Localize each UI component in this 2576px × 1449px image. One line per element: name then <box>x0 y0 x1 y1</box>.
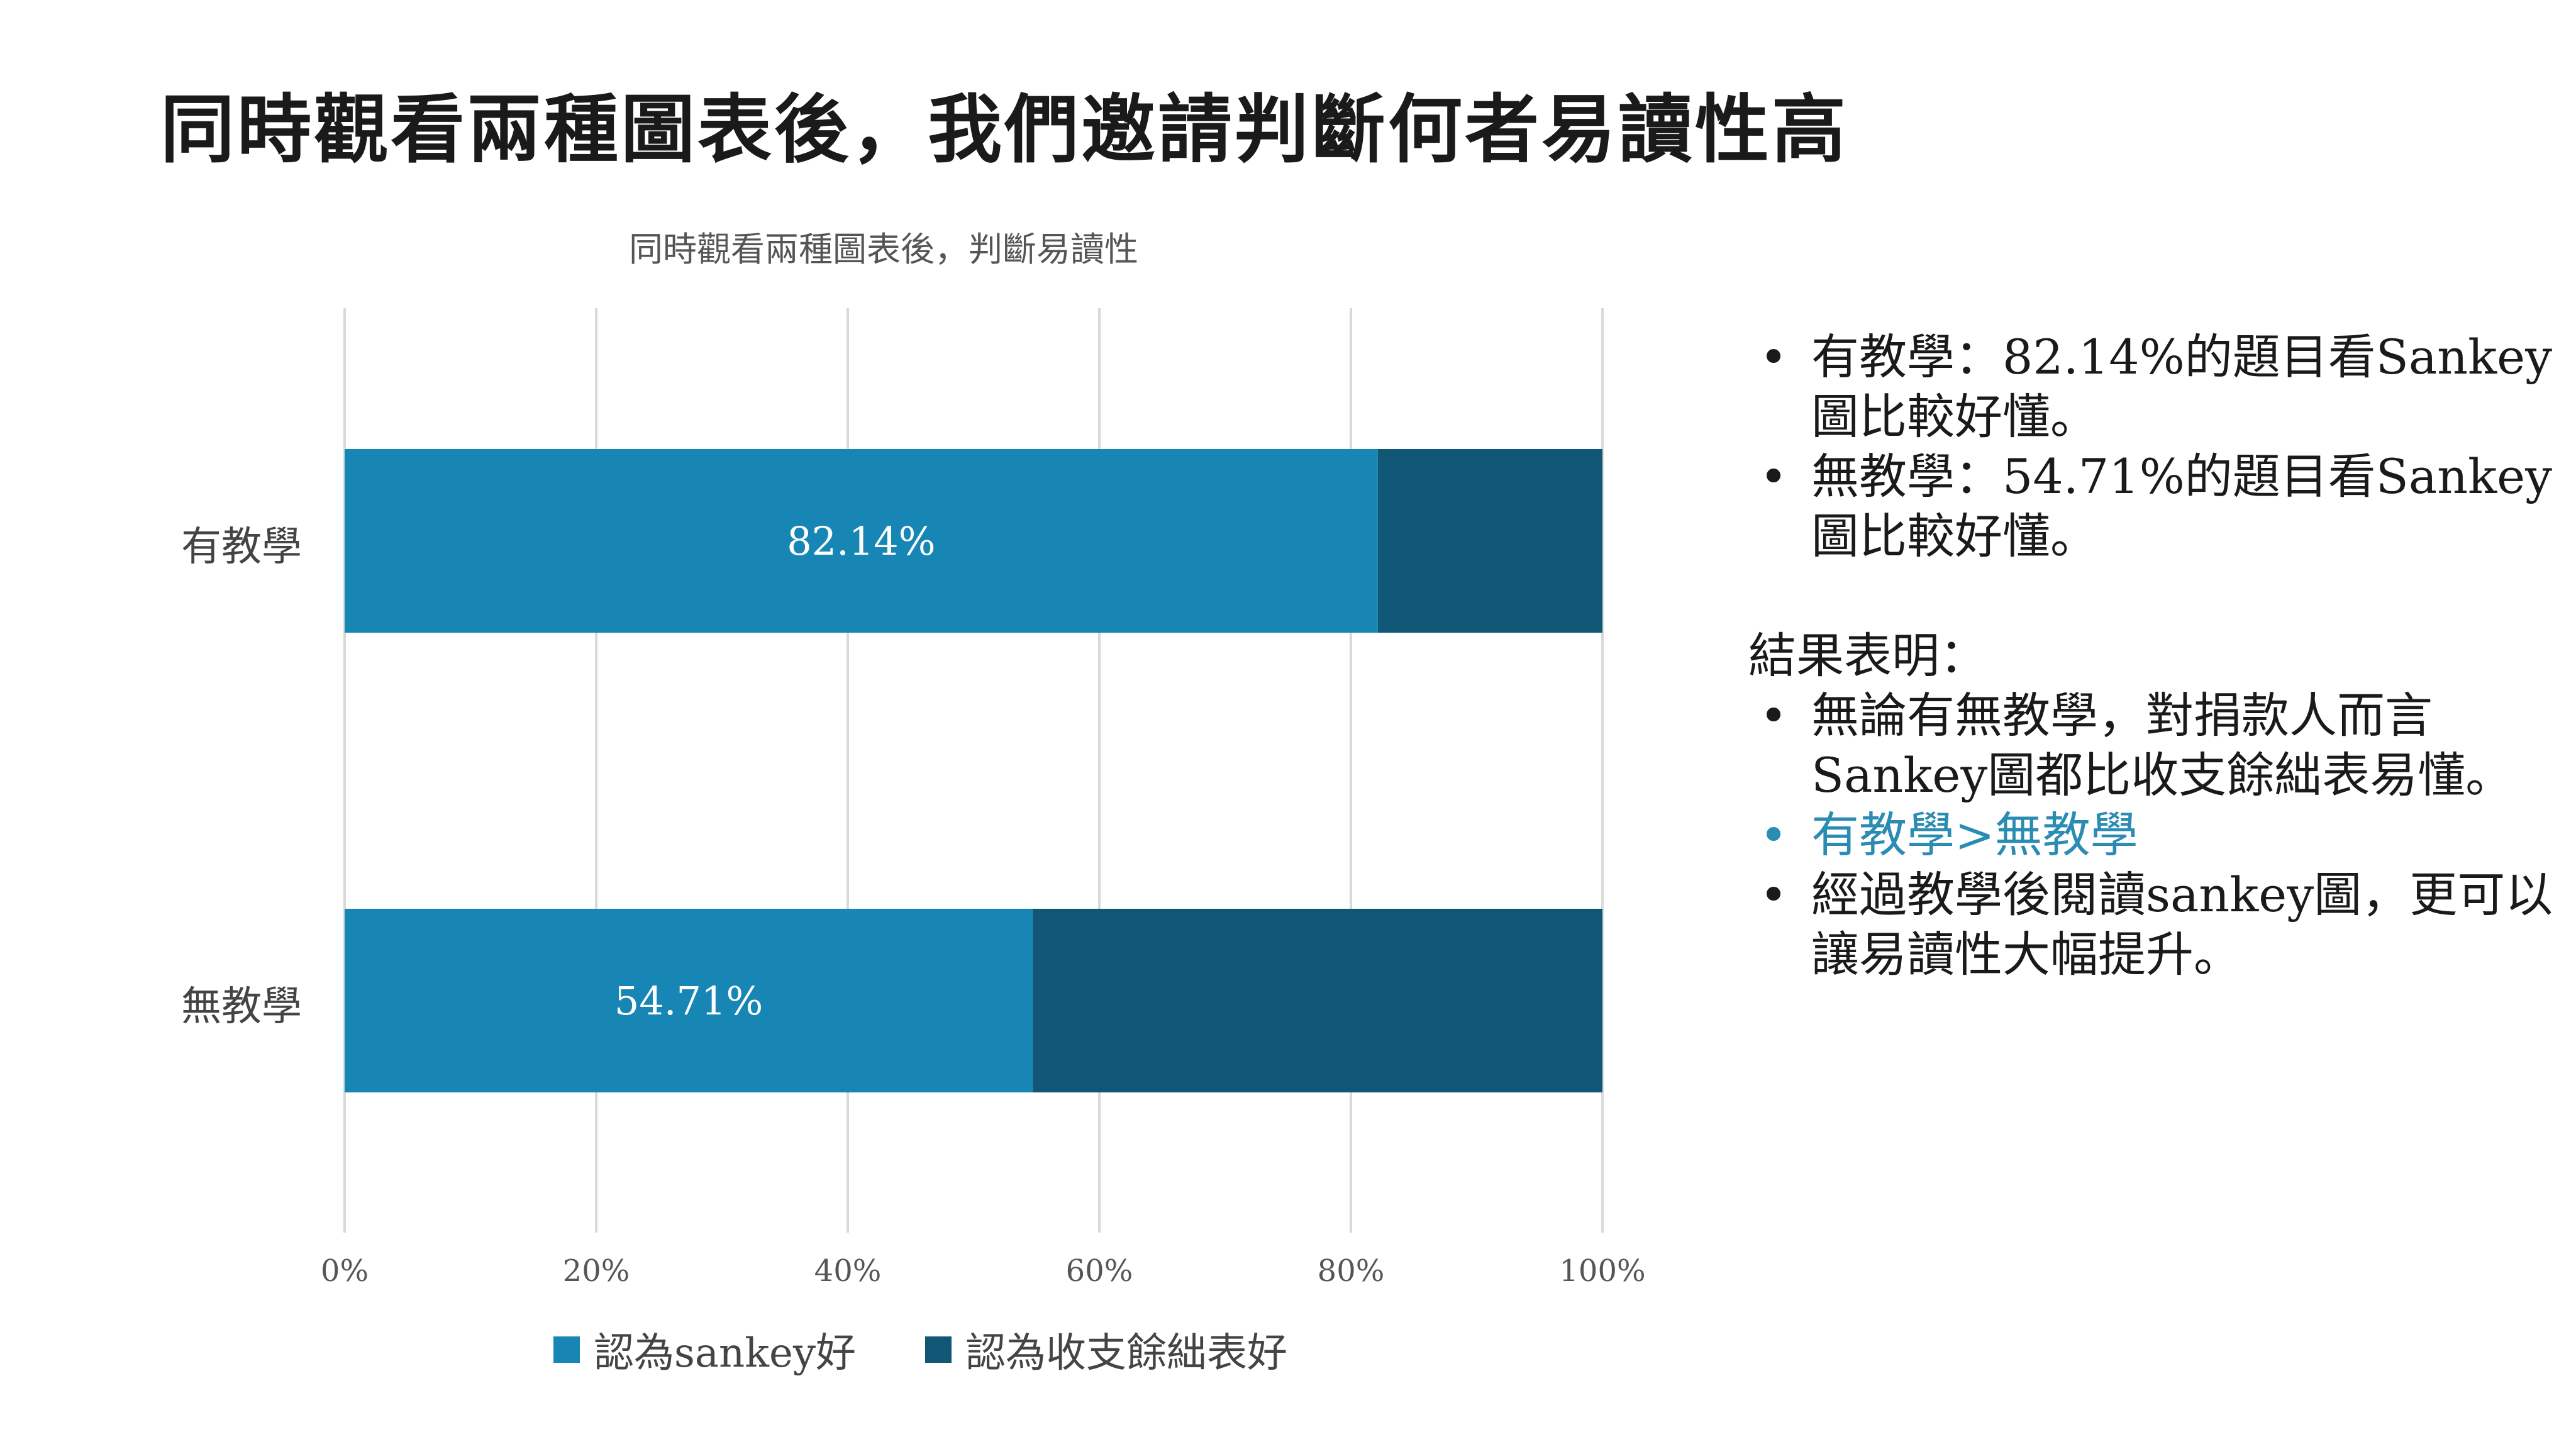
bar-segment <box>1377 449 1602 633</box>
chart-title: 同時觀看兩種圖表後，判斷易讀性 <box>629 230 1138 269</box>
note-bullet-highlight: • 有教學>無教學 <box>1748 805 2566 865</box>
x-tick-label: 80% <box>1317 1253 1385 1289</box>
chart-legend: 認為sankey好 認為收支餘絀表好 <box>553 1321 1287 1379</box>
notes-panel: • 有教學：82.14%的題目看Sankey圖比較好懂。 • 無教學：54.71… <box>1748 327 2566 984</box>
category-label: 無教學 <box>181 984 302 1030</box>
note-bullet: • 經過教學後閱讀sankey圖，更可以讓易讀性大幅提升。 <box>1748 865 2566 984</box>
note-text: 有教學>無教學 <box>1811 807 2138 863</box>
notes-heading: 結果表明： <box>1748 628 1987 684</box>
bar-data-label: 82.14% <box>787 518 935 564</box>
bar-segment <box>1033 909 1602 1092</box>
bullet-icon: • <box>1759 448 1788 504</box>
legend-item-sankey: 認為sankey好 <box>553 1321 856 1379</box>
bar-segment <box>345 449 1378 633</box>
note-bullet: • 無論有無教學，對捐款人而言Sankey圖都比收支餘絀表易懂。 <box>1748 686 2566 805</box>
bullet-icon: • <box>1759 329 1788 385</box>
bar-data-label: 54.71% <box>614 978 763 1024</box>
note-bullet: • 有教學：82.14%的題目看Sankey圖比較好懂。 <box>1748 327 2566 447</box>
note-text: 有教學：82.14%的題目看Sankey圖比較好懂。 <box>1811 329 2553 445</box>
note-text: 無論有無教學，對捐款人而言Sankey圖都比收支餘絀表易懂。 <box>1811 687 2514 803</box>
x-tick-label: 0% <box>320 1253 369 1289</box>
note-text: 無教學：54.71%的題目看Sankey圖比較好懂。 <box>1811 448 2553 564</box>
legend-swatch-sankey <box>553 1336 580 1363</box>
legend-item-table: 認為收支餘絀表好 <box>925 1321 1287 1379</box>
legend-swatch-table <box>925 1336 952 1363</box>
bullet-icon: • <box>1759 687 1788 743</box>
x-tick-label: 40% <box>814 1253 882 1289</box>
slide-title: 同時觀看兩種圖表後，我們邀請判斷何者易讀性高 <box>160 86 1849 173</box>
note-bullet: • 無教學：54.71%的題目看Sankey圖比較好懂。 <box>1748 447 2566 566</box>
x-tick-label: 60% <box>1065 1253 1133 1289</box>
note-text: 經過教學後閱讀sankey圖，更可以讓易讀性大幅提升。 <box>1811 867 2553 982</box>
bar-segment <box>345 909 1033 1092</box>
x-tick-label: 20% <box>562 1253 630 1289</box>
x-tick-label: 100% <box>1559 1253 1646 1289</box>
bullet-icon: • <box>1759 807 1788 863</box>
category-label: 有教學 <box>181 524 302 570</box>
legend-label-table: 認為收支餘絀表好 <box>965 1330 1288 1377</box>
legend-label-sankey: 認為sankey好 <box>594 1330 857 1377</box>
bullet-icon: • <box>1759 867 1788 923</box>
